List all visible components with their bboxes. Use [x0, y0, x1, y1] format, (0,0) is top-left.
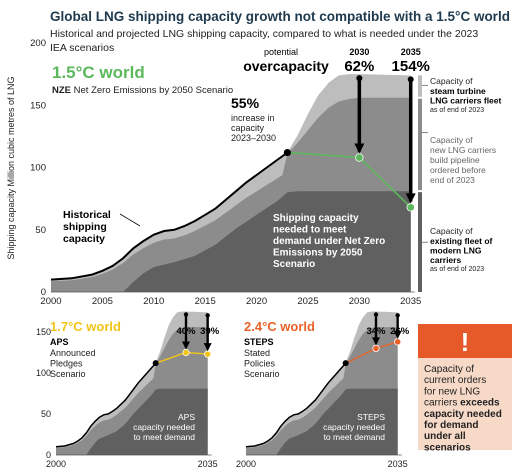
legend-steam-prefix: Capacity of: [430, 76, 473, 86]
x-tick-label: 2000: [46, 459, 66, 469]
alert-header: [418, 324, 512, 358]
x-tick-label: 2030: [349, 296, 370, 307]
exclamation-icon: !: [461, 327, 470, 357]
legend-steam-bold: steam turbine LNG carriers fleet: [430, 86, 502, 106]
historical-label: Historical shipping capacity: [63, 209, 111, 245]
overcapacity-arrow-head: [354, 143, 365, 154]
y-tick-label: 0: [46, 450, 51, 460]
overcapacity-arrow-head: [405, 193, 416, 204]
overcapacity-arrow-head: [203, 343, 212, 352]
demand-label: STEPS capacity needed to meet demand: [323, 412, 385, 442]
overcapacity-arrow-head: [372, 337, 380, 346]
overcapacity-2035-value: 26%: [390, 326, 410, 337]
scenario-code: APS: [50, 337, 69, 347]
overcapacity-arrow-tail: [205, 313, 210, 318]
legend-existing-note: as of end of 2023: [430, 266, 484, 273]
demand-point: [372, 344, 380, 352]
overcapacity-arrow-head: [182, 341, 190, 350]
demand-point: [394, 338, 402, 346]
potential-label: potential: [264, 47, 298, 57]
overcapacity-2030-value: 40%: [176, 326, 196, 337]
overcapacity-label: overcapacity: [243, 58, 329, 74]
y-tick-label: 0: [41, 287, 46, 298]
overcapacity-2030-value: 62%: [344, 58, 374, 75]
demand-point: [204, 350, 212, 358]
historical-label-leader: [119, 213, 141, 227]
x-tick-label: 2035: [388, 459, 408, 469]
x-tick-label: 2000: [40, 296, 61, 307]
y-tick-label: 50: [35, 225, 46, 236]
y-tick-label: 200: [30, 38, 46, 49]
existing-fleet-area: [276, 388, 398, 455]
overcapacity-arrow-tail: [395, 313, 400, 318]
overcapacity-2030-value: 34%: [366, 326, 386, 337]
increase-text: increase in capacity 2023–2030: [231, 113, 276, 143]
alert-text: Capacity of current orders for new LNG carr…: [424, 364, 502, 453]
x-tick-label: 2035: [400, 296, 421, 307]
demand-point: [355, 153, 364, 162]
increase-value: 55%: [231, 95, 260, 111]
x-tick-label: 2010: [143, 296, 164, 307]
overcapacity-2035-year: 2035: [401, 47, 421, 57]
overcapacity-arrow-tail: [407, 76, 414, 83]
y-tick-label: 50: [41, 409, 51, 419]
existing-fleet-area: [122, 191, 411, 292]
aps-chart: 2000 2035 0 50 100 150 1.7°C world APSAnnounced…: [36, 311, 220, 469]
legend-existing-prefix: Capacity of: [430, 226, 473, 236]
x-tick-label: 2015: [195, 296, 216, 307]
x-tick-label: 2005: [92, 296, 113, 307]
overcapacity-2030-year: 2030: [349, 47, 369, 57]
historical-capacity-line: [50, 151, 288, 281]
existing-fleet-area: [86, 388, 208, 455]
demand-point: [342, 360, 349, 367]
y-axis-label: Shipping capacity Million cubic metres o…: [6, 76, 16, 259]
overcapacity-2035-value: 154%: [392, 58, 430, 75]
y-tick-label: 150: [30, 100, 46, 111]
page-subtitle-line2: IEA scenarios: [50, 42, 114, 54]
legend-steam-note: as of end of 2023: [430, 107, 484, 114]
legend-pipeline-text: Capacity of new LNG carriers build pipelin…: [430, 135, 496, 185]
demand-label: APS capacity needed to meet demand: [133, 412, 195, 442]
x-tick-label: 2025: [297, 296, 318, 307]
demand-point: [283, 148, 291, 157]
scenario-description: NZE Net Zero Emissions by 2050 Scenario: [52, 85, 233, 96]
overcapacity-arrow-head: [393, 330, 402, 339]
page-title: Global LNG shipping capacity growth not …: [50, 9, 510, 24]
nze-demand-label: Shipping capacity needed to meet demand un…: [273, 213, 385, 270]
legend-existing-bold: existing fleet of modern LNG carriers: [430, 236, 493, 265]
x-tick-label: 2035: [198, 459, 218, 469]
x-tick-label: 2020: [246, 296, 267, 307]
demand-point: [152, 360, 159, 367]
y-tick-label: 100: [30, 163, 46, 174]
main-chart: 2000 2005 2010 2015 2020 2025 2030 2035 0 50 100 15…: [6, 38, 502, 307]
scenario-description: Announced Pledges Scenario: [50, 348, 96, 379]
overcapacity-2035-value: 39%: [200, 326, 220, 337]
x-tick-label: 2000: [236, 459, 256, 469]
y-tick-label: 100: [36, 368, 51, 378]
demand-point: [406, 203, 415, 212]
y-tick-label: 150: [36, 327, 51, 337]
alert-box: ! Capacity of current orders for new LNG ca…: [418, 324, 512, 453]
scenario-description: Stated Policies Scenario: [244, 348, 280, 379]
overcapacity-arrow-tail: [373, 312, 379, 317]
scenario-title: 2.4°C world: [244, 319, 315, 334]
scenario-title: 1.7°C world: [50, 319, 121, 334]
historical-capacity-line: [245, 362, 347, 448]
scenario-code: STEPS: [244, 337, 274, 347]
page-subtitle-line1: Historical and projected LNG shipping ca…: [50, 28, 478, 40]
overcapacity-arrow-tail: [183, 312, 189, 317]
historical-capacity-line: [55, 362, 157, 448]
demand-point: [182, 348, 190, 357]
scenario-title: 1.5°C world: [52, 63, 145, 82]
overcapacity-arrow-tail: [356, 75, 363, 82]
